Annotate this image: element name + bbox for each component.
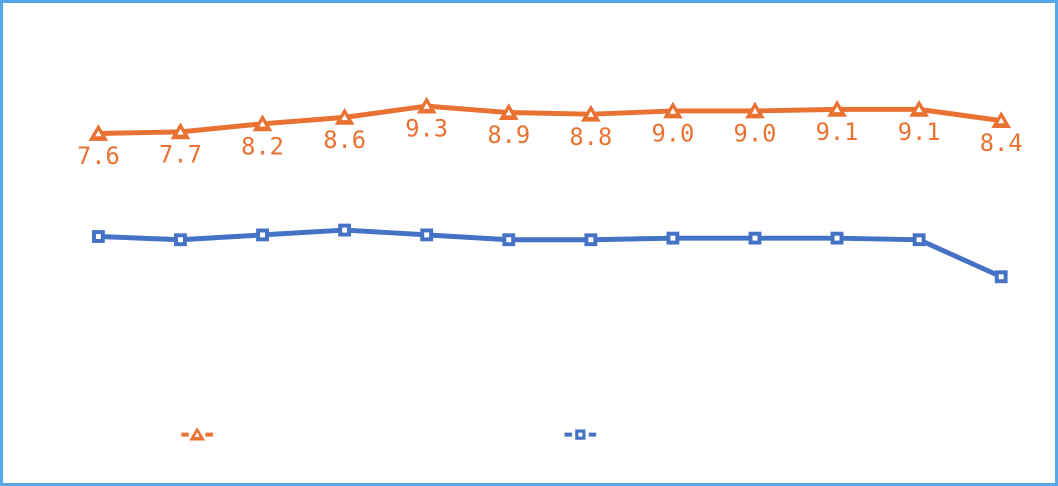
series-2-blue-marker-1-inner [95,234,101,239]
series-2-blue-marker-4-inner [342,227,348,233]
series-1-orange-marker-4-inner [341,114,348,121]
series-1-orange-marker-8-inner [669,107,677,114]
series-1-orange-data-label-1: 7.6 [77,142,120,170]
series-2-blue-marker-3-inner [260,232,265,238]
series-2-blue-marker-5-inner [424,232,430,238]
series-2-blue-marker-12-inner [998,274,1004,280]
series-2-blue-group [91,223,1008,284]
legend-item-series-1-orange [181,427,213,441]
series-1-orange-marker-1-inner [95,130,102,137]
series-2-blue-line [95,227,1004,280]
series-1-orange-data-label-5: 9.3 [405,115,448,143]
series-1-orange-group: 7.6 7.7 8.2 8.6 9.3 8.9 8.8 9.0 9.0 9.1 9.1 8.4 [77,96,1023,170]
series-1-orange-data-label-4: 8.6 [323,126,366,154]
legend-item-series-2-blue [564,429,597,440]
series-2-blue-marker-2-inner [177,237,183,243]
series-1-orange-marker-2-inner [177,128,184,135]
series-1-orange-data-label-9: 9.0 [734,120,777,148]
series-2-blue-marker-7-inner [588,237,594,243]
series-2-blue-marker-6-inner [506,237,512,243]
series-1-orange-data-label-2: 7.7 [159,140,202,168]
series-1-orange-marker-7-inner [587,111,594,117]
series-1-orange-data-label-10: 9.1 [816,118,859,146]
series-1-orange-marker-5-inner [423,103,430,109]
legend-triangle-icon-inner [194,432,200,437]
series-2-blue-marker-10-inner [834,235,840,241]
series-1-orange-data-label-6: 8.9 [487,121,530,149]
series-1-orange-data-label-11: 9.1 [898,118,941,146]
series-1-orange-marker-3-inner [259,120,266,127]
series-1-orange-marker-12-inner [998,117,1005,124]
series-2-blue-marker-9-inner [752,235,758,241]
series-1-orange-marker-10-inner [833,106,841,113]
series-1-orange-data-label-7: 8.8 [569,123,612,151]
chart-legend [181,427,597,441]
dual-line-chart: 7.6 7.7 8.2 8.6 9.3 8.9 8.8 9.0 9.0 9.1 9.1 8.4 [77,96,1023,441]
series-1-orange-line [95,103,1004,136]
series-1-orange-data-label-12: 8.4 [980,129,1023,157]
series-1-orange-data-label-8: 9.0 [652,120,695,148]
legend-square-icon-inner [578,432,583,437]
series-1-orange-data-label-3: 8.2 [241,132,284,160]
series-1-orange-marker-6-inner [505,109,512,116]
series-1-orange-marker-9-inner [751,107,759,114]
series-2-blue-marker-11-inner [916,237,922,243]
series-2-blue-marker-8-inner [670,235,676,241]
series-1-orange-marker-11-inner [915,106,923,113]
